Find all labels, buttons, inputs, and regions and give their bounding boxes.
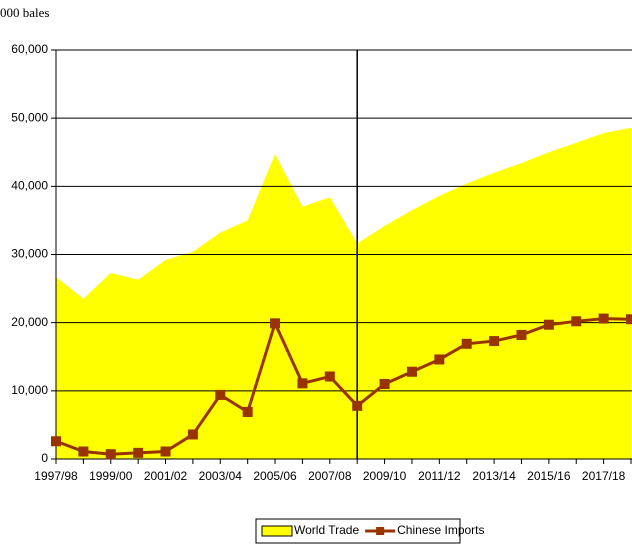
marker (215, 389, 226, 400)
x-tick-label: 2011/12 (418, 469, 461, 483)
x-tick-label: 2009/10 (363, 469, 407, 483)
legend-swatch (261, 525, 293, 537)
legend: World Trade Chinese Imports (255, 518, 485, 544)
y-tick-label: 50,000 (11, 110, 48, 124)
x-tick-label: 2001/02 (144, 469, 188, 483)
y-tick-label: 60,000 (11, 42, 48, 56)
marker (406, 366, 417, 377)
area (56, 127, 631, 460)
marker (352, 400, 363, 411)
y-tick-label: 30,000 (11, 247, 48, 261)
x-tick-label: 2017/18 (582, 469, 626, 483)
x-tick-label: 1999/00 (89, 469, 133, 483)
marker (626, 314, 632, 325)
legend-label: Chinese Imports (397, 523, 484, 537)
x-tick-label: 2013/14 (472, 469, 516, 483)
x-tick-label: 2007/08 (308, 469, 352, 483)
marker (571, 316, 582, 327)
marker (187, 429, 198, 440)
marker (461, 338, 472, 349)
y-tick-label: 20,000 (11, 315, 48, 329)
x-tick-label: 2015/16 (527, 469, 571, 483)
marker (242, 406, 253, 417)
marker (160, 446, 171, 457)
legend-label: World Trade (294, 523, 359, 537)
legend-swatch-marker (376, 527, 385, 535)
line (55, 317, 632, 456)
x-tick-label: 2003/04 (199, 469, 243, 483)
marker (489, 336, 500, 347)
marker (516, 329, 527, 340)
marker (379, 379, 390, 390)
x-tick-label: 2005/06 (253, 469, 297, 483)
marker (543, 319, 554, 330)
marker (598, 313, 609, 324)
marker (270, 318, 281, 329)
y-tick-label: 40,000 (11, 179, 48, 193)
x-tick-label: 1997/98 (34, 469, 78, 483)
marker (324, 371, 335, 382)
y-tick-label: 0 (41, 451, 48, 465)
marker (105, 449, 116, 460)
y-axis-unit: 000 bales (0, 5, 49, 20)
marker (297, 378, 308, 389)
marker (78, 446, 89, 457)
y-tick-label: 10,000 (11, 383, 48, 397)
marker (51, 436, 61, 447)
marker (434, 354, 445, 365)
marker (133, 447, 144, 458)
